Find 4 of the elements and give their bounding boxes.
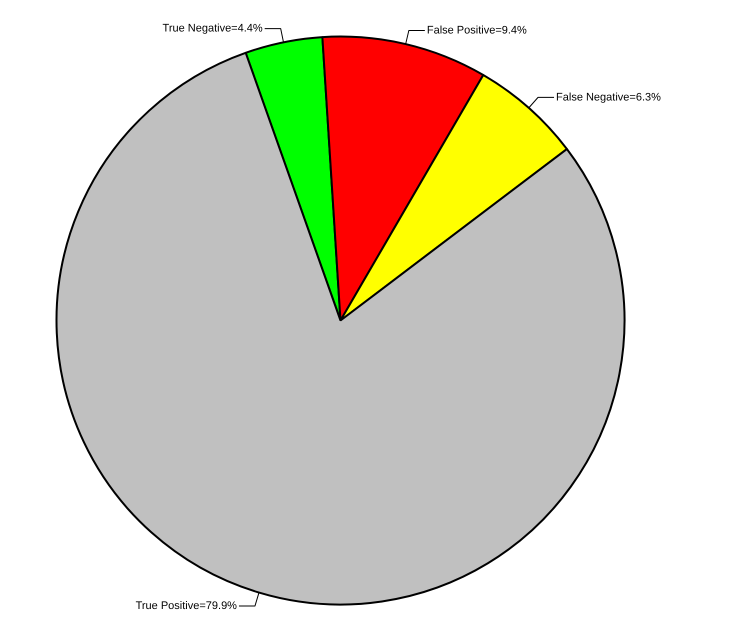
slice-label: True Positive=79.9%: [136, 600, 238, 612]
slice-label: False Positive=9.4%: [426, 24, 528, 36]
slice-label: False Negative=6.3%: [556, 91, 662, 104]
slice-label: True Negative=4.4%: [162, 22, 263, 35]
